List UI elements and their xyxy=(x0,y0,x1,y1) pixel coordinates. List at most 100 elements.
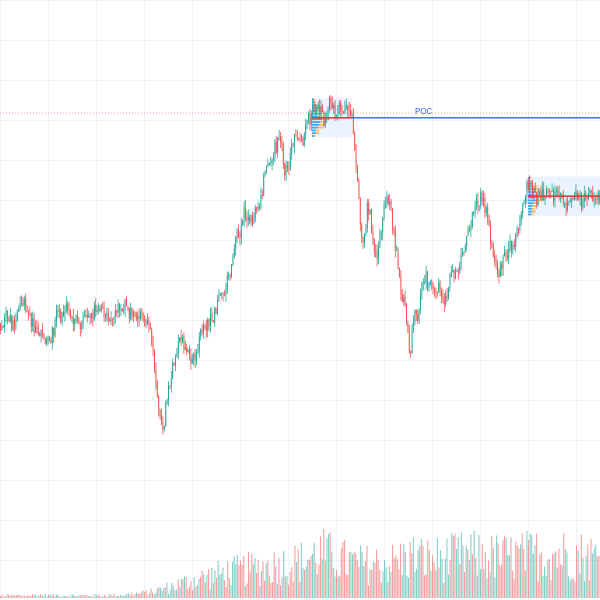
candle-body xyxy=(225,290,227,295)
profile-row-up xyxy=(312,107,318,109)
candle-body xyxy=(5,310,7,317)
volume-bar xyxy=(496,535,498,598)
volume-bar xyxy=(1,594,3,598)
volume-bar xyxy=(41,595,43,598)
volume-bar xyxy=(217,560,219,598)
candle-body xyxy=(379,233,381,247)
volume-bar xyxy=(9,595,11,598)
volume-bar xyxy=(59,596,61,598)
candle-body xyxy=(278,136,280,138)
candle-body xyxy=(355,150,357,168)
candle-body xyxy=(138,316,140,319)
candle-body xyxy=(575,190,577,197)
volume-bar xyxy=(44,593,46,598)
volume-bar xyxy=(233,555,235,598)
candle-body xyxy=(149,326,151,330)
volume-bar xyxy=(424,575,426,598)
volume-bar xyxy=(212,583,214,598)
volume-bar xyxy=(380,582,382,598)
volume-bar xyxy=(220,573,222,598)
candle-body xyxy=(113,316,115,320)
volume-bar xyxy=(356,559,358,598)
volume-bar xyxy=(337,576,339,598)
candle-body xyxy=(30,313,32,327)
volume-bar xyxy=(294,545,296,598)
volume-bar xyxy=(164,587,166,598)
candle-body xyxy=(476,200,477,206)
candle-body xyxy=(98,308,99,310)
candle-body xyxy=(46,339,48,344)
candle-body xyxy=(359,198,361,225)
profile-row-down xyxy=(314,101,316,104)
candle-body xyxy=(175,357,176,366)
volume-bar xyxy=(560,564,562,598)
volume-bar xyxy=(107,596,109,598)
volume-bar xyxy=(195,586,197,598)
candle-body xyxy=(456,271,458,272)
candle-body xyxy=(303,134,305,146)
volume-bar xyxy=(312,553,314,598)
candle-body xyxy=(292,144,294,146)
candle-body xyxy=(347,105,349,110)
profile-row-down xyxy=(532,205,537,207)
candle-body xyxy=(288,168,290,170)
candle-body xyxy=(71,316,73,318)
candle-body xyxy=(480,192,482,207)
volume-bar xyxy=(288,584,290,598)
candle-body xyxy=(382,218,384,233)
volume-bar xyxy=(83,595,85,598)
candle-body xyxy=(163,426,165,430)
candle-body xyxy=(229,274,231,277)
profile-row-up xyxy=(312,135,314,137)
candle-body xyxy=(291,144,293,154)
candle-body xyxy=(7,310,8,319)
volume-bar xyxy=(105,596,107,598)
volume-bar xyxy=(417,549,419,598)
candle-body xyxy=(22,303,24,306)
volume-bar xyxy=(94,594,96,598)
volume-bar xyxy=(475,558,477,598)
volume-bar xyxy=(408,577,410,598)
volume-bar xyxy=(481,544,483,598)
volume-bar xyxy=(468,559,470,598)
candle-body xyxy=(436,291,438,293)
volume-bar xyxy=(320,536,322,598)
volume-bar xyxy=(284,576,286,598)
volume-bar xyxy=(208,569,210,598)
volume-bar xyxy=(182,579,184,598)
candle-body xyxy=(103,307,105,318)
candle-body xyxy=(169,385,171,387)
volume-bar xyxy=(240,560,242,598)
candle-body xyxy=(483,197,484,201)
volume-bar xyxy=(504,535,506,598)
candle-body xyxy=(123,309,125,311)
candle-body xyxy=(53,327,55,336)
volume-bar xyxy=(33,595,35,598)
volume-bar xyxy=(310,555,312,598)
candle-body xyxy=(25,298,27,307)
candle-body xyxy=(47,337,49,340)
candle-body xyxy=(529,183,531,190)
volume-bar xyxy=(324,560,326,598)
candle-body xyxy=(68,309,70,311)
candle-body xyxy=(344,107,346,113)
volume-bar xyxy=(91,596,93,598)
candle-body xyxy=(386,196,388,203)
candle-body xyxy=(546,189,547,196)
candle-body xyxy=(200,329,202,337)
volume-bar xyxy=(14,594,16,598)
volume-bar xyxy=(214,570,216,598)
volume-bar xyxy=(156,588,158,598)
volume-bar xyxy=(372,561,374,598)
candle-body xyxy=(182,336,183,341)
candle-body xyxy=(492,244,494,257)
volume-bar xyxy=(188,586,190,598)
candle-body xyxy=(168,385,169,400)
volume-bar xyxy=(580,534,582,598)
volume-bar xyxy=(267,560,269,598)
candle-body xyxy=(217,301,218,314)
candle-body xyxy=(586,195,588,200)
candle-body xyxy=(212,320,214,323)
volume-bar xyxy=(385,567,387,598)
